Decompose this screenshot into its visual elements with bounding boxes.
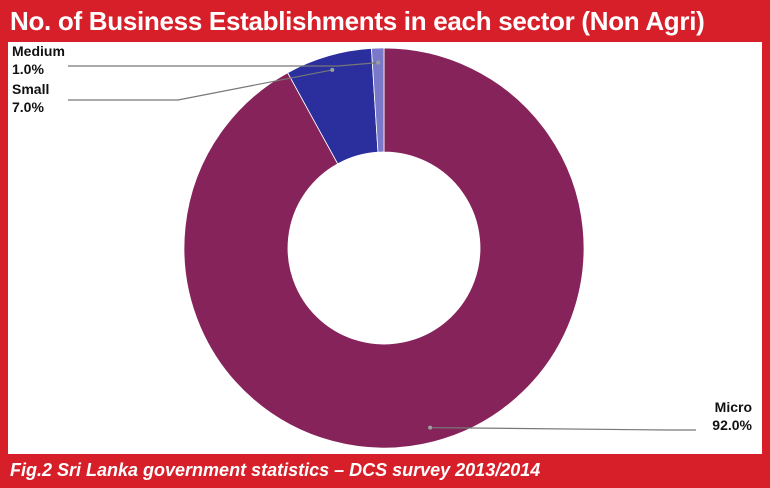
donut-chart: Micro 92.0% Small 7.0% Medium 1.0% — [12, 43, 753, 449]
chart-panel: Micro 92.0% Small 7.0% Medium 1.0% — [8, 42, 762, 454]
leader-dot-medium — [376, 60, 381, 65]
leader-line-micro — [430, 427, 696, 431]
label-name-small: Small — [12, 81, 49, 97]
chart-title: No. of Business Establishments in each s… — [10, 6, 705, 36]
leader-line-medium — [68, 62, 379, 67]
label-name-micro: Micro — [715, 399, 752, 415]
slice-micro — [183, 47, 585, 449]
slice-medium — [371, 47, 385, 153]
figure-caption: Fig.2 Sri Lanka government statistics – … — [10, 460, 541, 480]
label-value-small: 7.0% — [12, 99, 44, 115]
leader-line-small — [68, 69, 333, 101]
label-value-medium: 1.0% — [12, 61, 44, 77]
label-value-micro: 92.0% — [712, 417, 752, 433]
leader-dot-micro — [428, 425, 433, 430]
leader-dot-small — [330, 67, 335, 72]
label-name-medium: Medium — [12, 43, 65, 59]
